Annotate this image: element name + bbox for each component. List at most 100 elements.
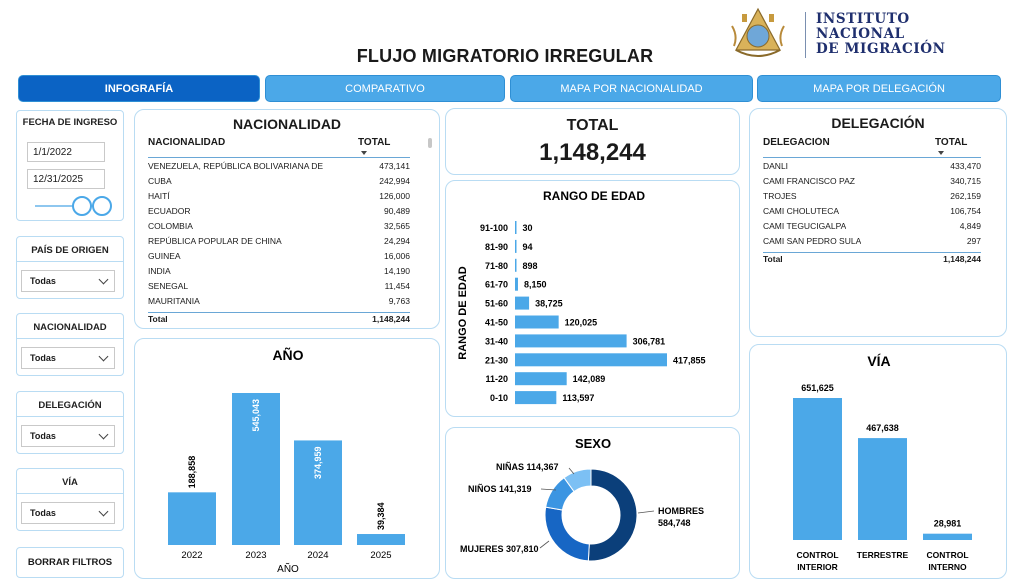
y-tick-label: 51-60 <box>485 299 508 309</box>
table-row[interactable]: MAURITANIA 9,763 <box>148 296 410 310</box>
tab-comparativo[interactable]: COMPARATIVO <box>265 75 505 102</box>
row-name: HAITÍ <box>148 191 170 201</box>
age-bar[interactable] <box>515 353 667 367</box>
table-row[interactable]: HAITÍ 126,000 <box>148 191 410 205</box>
table-row[interactable]: REPÚBLICA POPULAR DE CHINA 24,294 <box>148 236 410 250</box>
row-name: DANLI <box>763 161 789 171</box>
leader-line <box>637 510 655 514</box>
age-bar[interactable] <box>515 221 517 234</box>
via-bar[interactable] <box>793 398 842 540</box>
x-tick-label: CONTROL <box>926 550 968 560</box>
pais-dropdown[interactable]: Todas <box>21 270 115 292</box>
nacionalidad-dropdown[interactable]: Todas <box>21 347 115 369</box>
table-row[interactable]: TROJES 262,159 <box>763 191 981 205</box>
institution-name: INSTITUTO NACIONAL DE MIGRACIÓN <box>816 12 946 57</box>
table-row[interactable]: CAMI CHOLUTECA 106,754 <box>763 206 981 220</box>
date-slider-end-handle[interactable] <box>92 196 112 216</box>
pais-filter: PAÍS DE ORIGEN Todas <box>16 236 124 299</box>
table-row[interactable]: CUBA 242,994 <box>148 176 410 190</box>
age-bar[interactable] <box>515 296 530 310</box>
year-bar[interactable] <box>232 393 280 545</box>
age-bar[interactable] <box>515 372 567 386</box>
table-total-row: Total 1,148,244 <box>763 254 981 268</box>
via-bar[interactable] <box>858 438 907 540</box>
row-total: 473,141 <box>379 161 410 171</box>
row-name: ECUADOR <box>148 206 191 216</box>
via-bar[interactable] <box>923 533 972 540</box>
bar-value-label: 120,025 <box>565 318 598 328</box>
date-filter-title: FECHA DE INGRESO <box>22 117 118 128</box>
y-tick-label: 81-90 <box>485 242 508 252</box>
via-dropdown[interactable]: Todas <box>21 502 115 524</box>
y-tick-label: 0-10 <box>490 393 508 403</box>
via-chart-title: VÍA <box>867 353 890 369</box>
y-tick-label: 71-80 <box>485 261 508 271</box>
donut-slice[interactable] <box>587 468 638 562</box>
delegacion-dropdown-value: Todas <box>30 431 56 441</box>
age-bar[interactable] <box>515 258 517 272</box>
bar-value-label: 28,981 <box>934 519 962 529</box>
tab-mapa-delegacion[interactable]: MAPA POR DELEGACIÓN <box>757 75 1001 102</box>
age-bar[interactable] <box>515 315 559 329</box>
table-row[interactable]: CAMI SAN PEDRO SULA 297 <box>763 236 981 250</box>
year-bar[interactable] <box>168 492 216 545</box>
sexo-chart-card: SEXO HOMBRES 584,748 MUJERES 307,810 NIÑOS 1… <box>445 427 740 579</box>
table-row[interactable]: CAMI TEGUCIGALPA 4,849 <box>763 221 981 235</box>
total-value: 1,148,244 <box>943 254 981 264</box>
tab-infografia[interactable]: INFOGRAFÍA <box>18 75 260 102</box>
donut-slice[interactable] <box>544 506 590 562</box>
column-header-total[interactable]: TOTAL <box>935 137 968 148</box>
bar-value-label: 39,384 <box>376 502 386 530</box>
y-axis-title: RANGO DE EDAD <box>457 266 469 360</box>
delegacion-dropdown[interactable]: Todas <box>21 425 115 447</box>
sort-desc-icon <box>361 151 367 155</box>
x-tick-label: 2022 <box>181 550 202 561</box>
tab-mapa-nacionalidad[interactable]: MAPA POR NACIONALIDAD <box>510 75 753 102</box>
row-total: 340,715 <box>950 176 981 186</box>
date-slider-start-handle[interactable] <box>72 196 92 216</box>
institution-name-line-2: NACIONAL <box>816 26 905 42</box>
bar-value-label: 467,638 <box>866 423 899 433</box>
age-bar[interactable] <box>515 239 517 253</box>
row-name: SENEGAL <box>148 281 189 291</box>
y-tick-label: 21-30 <box>485 355 508 365</box>
table-row[interactable]: DANLI 433,470 <box>763 161 981 175</box>
table-scrollbar[interactable] <box>428 138 432 148</box>
year-bar[interactable] <box>357 534 405 545</box>
row-name: TROJES <box>763 191 797 201</box>
column-header-delegacion[interactable]: DELEGACIÓN <box>763 137 830 148</box>
clear-filters-button[interactable]: BORRAR FILTROS <box>16 547 124 578</box>
age-bar[interactable] <box>515 334 627 348</box>
bar-value-label: 113,597 <box>562 393 594 403</box>
column-header-total[interactable]: TOTAL <box>358 137 391 148</box>
row-name: CAMI CHOLUTECA <box>763 206 840 216</box>
table-row[interactable]: CAMI FRANCISCO PAZ 340,715 <box>763 176 981 190</box>
chevron-down-icon <box>98 429 109 440</box>
bar-value-label: 545,043 <box>251 399 261 432</box>
age-bar[interactable] <box>515 277 518 291</box>
table-row[interactable]: ECUADOR 90,489 <box>148 206 410 220</box>
donut-slice[interactable] <box>563 468 592 493</box>
rango-edad-chart-card: RANGO DE EDAD RANGO DE EDAD 91-100 30 81-90 9… <box>445 180 740 417</box>
row-total: 106,754 <box>950 206 981 216</box>
age-bar[interactable] <box>515 391 557 405</box>
sexo-chart-title: SEXO <box>575 436 611 451</box>
end-date-input[interactable]: 12/31/2025 <box>27 169 105 189</box>
institution-name-line-1: INSTITUTO <box>816 11 910 27</box>
header-divider <box>763 157 981 158</box>
x-tick-label: INTERIOR <box>797 562 838 572</box>
column-header-nacionalidad[interactable]: NACIONALIDAD <box>148 137 226 148</box>
table-row[interactable]: COLOMBIA 32,565 <box>148 221 410 235</box>
table-row[interactable]: INDIA 14,190 <box>148 266 410 280</box>
year-bar[interactable] <box>294 440 342 545</box>
chevron-down-icon <box>98 506 109 517</box>
table-row[interactable]: GUINEA 16,006 <box>148 251 410 265</box>
table-row[interactable]: VENEZUELA, REPÚBLICA BOLIVARIANA DE 473,1… <box>148 161 410 175</box>
total-label: Total <box>763 254 783 264</box>
start-date-input[interactable]: 1/1/2022 <box>27 142 105 162</box>
x-tick-label: 2024 <box>307 550 328 561</box>
nacionalidad-table: NACIONALIDAD TOTAL VENEZUELA, REPÚBLICA … <box>148 137 410 327</box>
table-row[interactable]: SENEGAL 11,454 <box>148 281 410 295</box>
table-header: DELEGACIÓN TOTAL <box>763 137 981 155</box>
